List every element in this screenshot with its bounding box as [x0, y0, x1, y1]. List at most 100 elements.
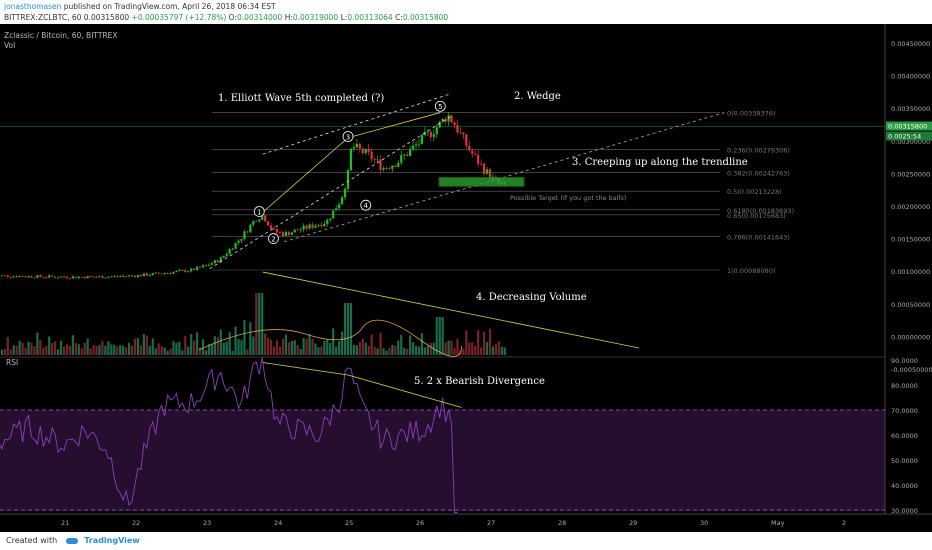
- time-axis-tick: 29: [629, 519, 637, 527]
- candle-body: [269, 225, 273, 229]
- volume-bar: [169, 348, 172, 355]
- candle-body: [92, 276, 95, 278]
- candle-body: [323, 223, 326, 227]
- close-label: C:: [395, 13, 403, 22]
- candle-body: [33, 277, 36, 279]
- tradingview-logo[interactable]: TradingView: [84, 536, 140, 545]
- volume-bar: [468, 342, 471, 355]
- volume-bar: [54, 341, 57, 355]
- volume-bar: [219, 329, 222, 355]
- candle-body: [157, 272, 160, 274]
- candle-body: [222, 255, 225, 258]
- candle-body: [122, 276, 125, 277]
- price-chart-svg[interactable]: 0(0.00338376) 0.236(0.00279306) 0.382(0.00…: [0, 24, 932, 532]
- volume-bar: [465, 330, 468, 355]
- candle-body: [243, 231, 246, 240]
- candle-body: [255, 220, 258, 222]
- candle-body: [284, 232, 287, 236]
- candle-body: [474, 153, 477, 155]
- volume-bar: [30, 342, 33, 355]
- high-label: H:: [284, 13, 293, 22]
- candle-body: [317, 224, 320, 226]
- candle-body: [116, 275, 119, 277]
- candle-body: [488, 169, 492, 180]
- candle-body: [447, 115, 450, 122]
- candle-body: [432, 134, 435, 137]
- volume-bar: [441, 317, 444, 355]
- time-axis-tick: 21: [61, 519, 69, 527]
- candle-body: [234, 242, 237, 249]
- publish-line: jonasthomasen published on TradingView.c…: [4, 1, 928, 12]
- annotation-trendline: 3. Creeping up along the trendline: [572, 157, 748, 168]
- candle-body: [462, 132, 465, 135]
- volume-bar: [234, 326, 237, 355]
- candle-body: [86, 276, 89, 279]
- volume-bar: [48, 336, 51, 355]
- volume-bar: [36, 332, 39, 355]
- chart-area[interactable]: 0(0.00338376) 0.236(0.00279306) 0.382(0.00…: [0, 24, 932, 532]
- candle-body: [216, 260, 219, 263]
- candle-body: [346, 170, 350, 189]
- ohlc-line: BITTREX:ZCLBTC, 60 0.00315800 +0.0003579…: [4, 12, 928, 23]
- volume-bar: [332, 328, 335, 355]
- candle-body: [184, 270, 187, 272]
- volume-bar: [12, 345, 15, 355]
- candle-body: [299, 229, 302, 231]
- candle-body: [201, 265, 205, 268]
- candle-body: [42, 276, 45, 278]
- volume-bar: [213, 336, 216, 355]
- wave-marker-label: 5: [438, 103, 442, 111]
- volume-bar: [3, 349, 6, 355]
- candle-body: [281, 232, 285, 236]
- volume-bar: [358, 342, 361, 355]
- time-axis-tick: May: [771, 519, 785, 527]
- volume-bar: [444, 342, 447, 355]
- time-axis-tick: 24: [274, 519, 282, 527]
- volume-bar: [139, 345, 143, 355]
- candle-body: [51, 275, 54, 277]
- high-value: 0.00319000: [292, 13, 339, 22]
- rsi-axis-tick: 90.0000: [891, 357, 918, 365]
- volume-bar: [267, 337, 270, 355]
- price-axis-tick: 0.00200000: [891, 203, 930, 211]
- volume-bar: [249, 322, 252, 355]
- volume-bar: [39, 340, 42, 355]
- volume-bar: [474, 345, 477, 355]
- time-axis-tick: 30: [700, 519, 708, 527]
- volume-bar: [317, 347, 320, 355]
- volume-ma-line: [198, 319, 462, 357]
- volume-bar: [163, 347, 166, 355]
- volume-bar: [204, 350, 208, 355]
- candle-body: [267, 221, 270, 226]
- candle-body: [382, 168, 385, 170]
- rsi-axis-tick: 30.0000: [891, 507, 918, 515]
- volume-bar: [361, 338, 364, 355]
- volume-bar: [77, 344, 80, 355]
- volume-bar: [299, 349, 302, 355]
- fib-level-label: 0(0.00338376): [727, 109, 776, 117]
- volume-bar: [394, 345, 397, 355]
- volume-bar: [450, 340, 453, 355]
- volume-bar: [27, 341, 30, 355]
- volume-bar: [0, 349, 3, 355]
- volume-bar: [340, 331, 344, 355]
- volume-bar: [376, 348, 379, 355]
- wave-marker-label: 1: [257, 208, 261, 216]
- candle-body: [83, 277, 86, 279]
- volume-bar: [113, 344, 116, 355]
- volume-bar: [403, 347, 406, 355]
- volume-bar: [329, 342, 332, 355]
- volume-bar: [272, 346, 276, 355]
- volume-bar: [382, 348, 385, 355]
- fib-level-label: 0.236(0.00279306): [727, 147, 790, 155]
- volume-bar: [228, 332, 231, 355]
- candle-body: [355, 143, 358, 148]
- author-link[interactable]: jonasthomasen: [4, 2, 62, 11]
- candle-body: [172, 271, 175, 274]
- candle-body: [329, 218, 332, 220]
- volume-bar: [68, 345, 72, 355]
- wave-marker-label: 2: [271, 235, 275, 243]
- volume-bar: [296, 345, 299, 355]
- candle-body: [264, 215, 267, 222]
- low-value: 0.00313064: [347, 13, 393, 22]
